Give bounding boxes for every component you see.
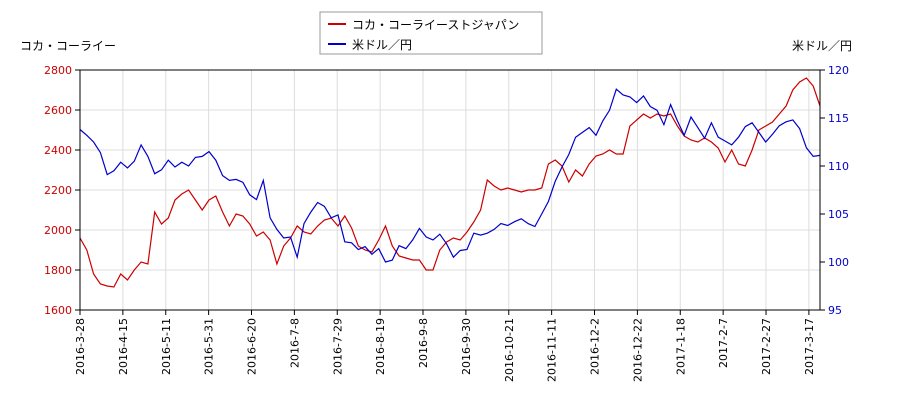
legend: コカ・コーライーストジャパン 米ドル／円	[319, 11, 543, 55]
x-tick-label: 2016-11-11	[546, 318, 559, 382]
x-tick-label: 2017-3-17	[803, 318, 816, 375]
x-tick-label: 2016-5-11	[160, 318, 173, 375]
x-tick-label: 2016-10-21	[503, 318, 516, 382]
x-tick-label: 2016-4-15	[117, 318, 130, 375]
right-tick-label: 120	[828, 64, 849, 77]
x-tick-label: 2016-9-8	[417, 318, 430, 368]
x-tick-label: 2017-1-18	[674, 318, 687, 375]
left-tick-label: 1800	[44, 264, 72, 277]
legend-box	[319, 11, 543, 55]
x-tick-label: 2016-12-22	[631, 318, 644, 382]
x-tick-label: 2017-2-27	[760, 318, 773, 375]
x-tick-label: 2016-3-28	[74, 318, 87, 375]
left-tick-label: 2200	[44, 184, 72, 197]
x-tick-label: 2016-8-19	[374, 318, 387, 375]
legend-label-usdjpy: 米ドル／円	[352, 38, 412, 52]
right-tick-label: 100	[828, 256, 849, 269]
series-lines	[79, 77, 821, 288]
x-tick-label: 2016-9-30	[460, 318, 473, 375]
right-tick-label: 110	[828, 160, 849, 173]
right-axis-title: 米ドル／円	[792, 39, 852, 53]
x-tick-label: 2016-7-29	[331, 318, 344, 375]
left-tick-label: 2400	[44, 144, 72, 157]
right-tick-label: 95	[828, 304, 842, 317]
series-line-company	[79, 77, 821, 288]
legend-label-company: コカ・コーライーストジャパン	[352, 18, 519, 32]
x-tick-label: 2016-7-8	[288, 318, 301, 368]
gridlines	[79, 69, 820, 311]
axes: 1600 1800 2000 2200 2400 2600 2800 95 100 105 110 1…	[44, 64, 849, 382]
left-tick-label: 2800	[44, 64, 72, 77]
series-line-usdjpy	[79, 88, 821, 263]
x-tick-label: 2016-5-31	[203, 318, 216, 375]
x-tick-label: 2016-12-2	[589, 318, 602, 375]
left-tick-label: 2000	[44, 224, 72, 237]
x-tick-label: 2016-6-20	[246, 318, 259, 375]
left-tick-label: 2600	[44, 104, 72, 117]
left-axis-title: コカ・コーライー	[20, 39, 116, 53]
right-tick-label: 115	[828, 112, 849, 125]
x-tick-label: 2017-2-7	[717, 318, 730, 368]
left-tick-label: 1600	[44, 304, 72, 317]
right-tick-label: 105	[828, 208, 849, 221]
